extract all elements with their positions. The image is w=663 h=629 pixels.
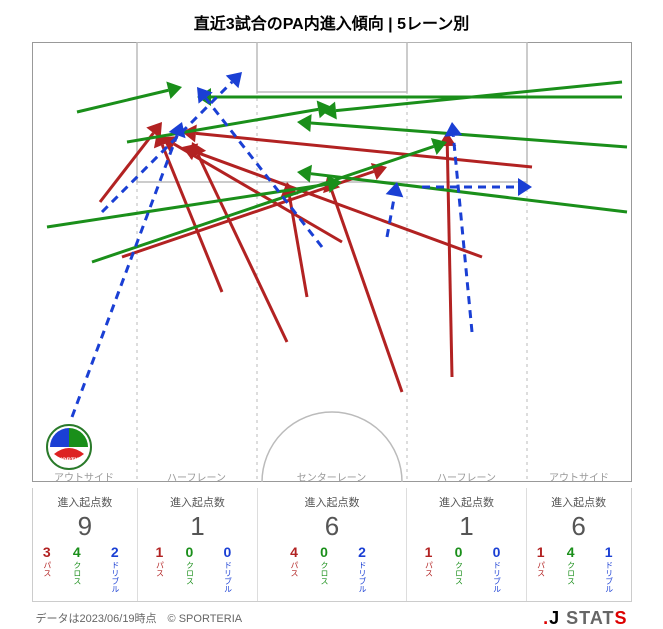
bd-dribble: 2ドリブル [99,545,131,593]
lane-label: ハーフレーン [407,469,527,484]
lane-label: センターレーン [257,469,407,484]
stat-total: 1 [409,512,524,541]
stat-breakdown: 4パス 0クロス 2ドリブル [260,545,405,593]
stats-row: 進入起点数93パス4クロス2ドリブル進入起点数11パス0クロス0ドリブル進入起点… [32,488,632,602]
bd-cross: 4クロス [559,545,583,593]
lane-labels-row: アウトサイドハーフレーンセンターレーンハーフレーンアウトサイド [32,469,632,484]
stat-title: 進入起点数 [409,494,524,510]
pitch-area: VORTIS アウトサイドハーフレーンセンターレーンハーフレーンアウトサイド [32,42,632,482]
bd-pass: 1パス [533,545,549,593]
bd-cross: 0クロス [447,545,471,593]
stat-cell: 進入起点数 9 3パス 4クロス 2ドリブル [33,488,138,601]
chart-container: 直近3試合のPA内進入傾向 | 5レーン別 VORTIS アウトサイドハーフレー… [0,0,663,611]
stat-title: 進入起点数 [529,494,629,510]
stat-title: 進入起点数 [260,494,405,510]
stat-total: 6 [260,512,405,541]
bd-pass: 3パス [39,545,55,593]
pitch-lines [32,42,632,482]
chart-title: 直近3試合のPA内進入傾向 | 5レーン別 [0,0,663,42]
bd-dribble: 2ドリブル [346,545,378,593]
bd-dribble: 0ドリブル [481,545,513,593]
stat-title: 進入起点数 [35,494,136,510]
stat-cell: 進入起点数 1 1パス 0クロス 0ドリブル [406,488,526,601]
bd-pass: 4パス [286,545,302,593]
bd-dribble: 0ドリブル [211,545,243,593]
lane-label: ハーフレーン [137,469,257,484]
bd-cross: 0クロス [312,545,336,593]
stat-breakdown: 1パス 0クロス 0ドリブル [140,545,255,593]
lane-label: アウトサイド [527,469,632,484]
footer-text: データは2023/06/19時点 © SPORTERIA [36,610,243,626]
svg-text:VORTIS: VORTIS [57,458,79,464]
stat-total: 6 [529,512,629,541]
stat-total: 9 [35,512,136,541]
bd-pass: 1パス [151,545,167,593]
bd-cross: 4クロス [65,545,89,593]
stat-cell: 進入起点数 6 1パス 4クロス 1ドリブル [526,488,631,601]
stat-cell: 進入起点数 6 4パス 0クロス 2ドリブル [257,488,407,601]
stat-title: 進入起点数 [140,494,255,510]
stat-breakdown: 3パス 4クロス 2ドリブル [35,545,136,593]
bd-pass: 1パス [421,545,437,593]
lane-label: アウトサイド [32,469,137,484]
stat-cell: 進入起点数 1 1パス 0クロス 0ドリブル [137,488,257,601]
stat-breakdown: 1パス 4クロス 1ドリブル [529,545,629,593]
stat-breakdown: 1パス 0クロス 0ドリブル [409,545,524,593]
team-logo: VORTIS [46,424,92,470]
bd-cross: 0クロス [177,545,201,593]
bd-dribble: 1ドリブル [593,545,625,593]
stat-total: 1 [140,512,255,541]
